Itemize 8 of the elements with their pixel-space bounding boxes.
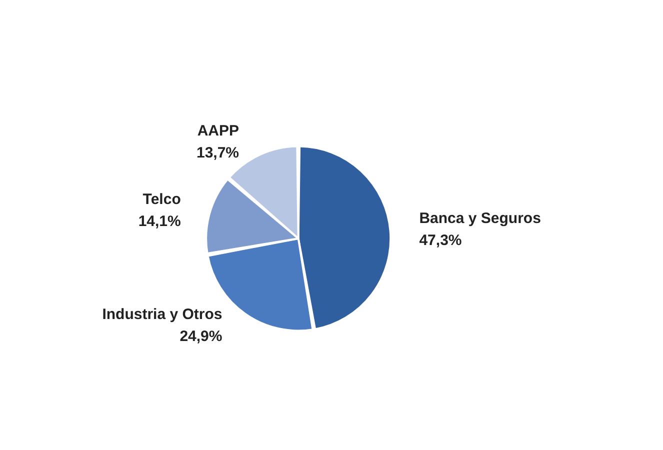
data-label: 24,9% (180, 328, 222, 345)
slice-label: Banca y Seguros (419, 210, 541, 227)
data-label: 13,7% (196, 144, 240, 162)
slice-label: Telco (142, 190, 181, 208)
slice-label: Industria y Otros (102, 306, 222, 323)
slice-label: AAPP (197, 122, 240, 140)
data-label: 14,1% (138, 212, 181, 230)
data-label: 47,3% (419, 232, 462, 249)
